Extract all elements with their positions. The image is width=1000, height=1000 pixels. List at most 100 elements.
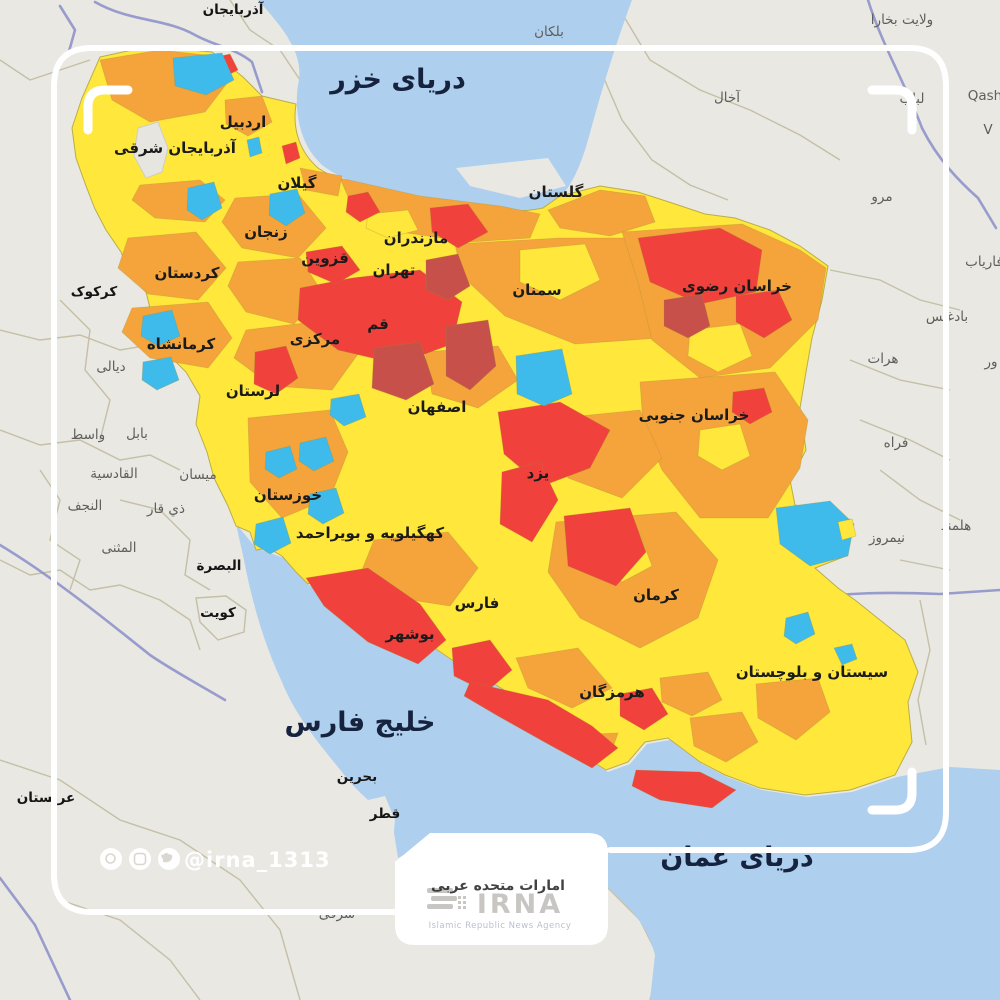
- county-region: [268, 188, 306, 227]
- map-shape: [463, 896, 466, 899]
- county-region: [371, 341, 435, 401]
- county-region: [445, 319, 497, 391]
- irna-logo-box: IRNA Islamic Republic News Agency امارات…: [395, 833, 608, 945]
- county-region: [515, 647, 613, 709]
- county-region: [833, 643, 858, 666]
- neighbor-label-merv: مرو: [870, 189, 892, 205]
- social-watermark: @irna_1313: [100, 848, 331, 872]
- province-label-kohgiluyeh-boyerahmad: کهگیلویه و بویراحمد: [296, 524, 444, 542]
- county-region: [253, 345, 299, 395]
- neighbor-label-nimruz: نیمروز: [868, 530, 905, 546]
- county-region: [172, 52, 235, 96]
- country-border-line: [93, 0, 264, 94]
- neighbor-label-qadisiyyah: القادسية: [90, 466, 137, 482]
- province-label-hormozgan: هرمزگان: [579, 683, 645, 701]
- map-shape: [463, 906, 466, 909]
- map-shape: [427, 904, 453, 909]
- province-label-south-khorasan: خراسان جنوبی: [639, 406, 750, 424]
- admin-border-line: [229, 0, 301, 81]
- neighbor-label-saudi-arabia: عربستان: [17, 790, 76, 806]
- frame-border: [51, 45, 949, 915]
- map-shape: [161, 853, 173, 863]
- corner-bracket-top-right: [867, 85, 917, 135]
- admin-border-line: [195, 595, 247, 641]
- admin-border-line: [849, 359, 951, 391]
- neighbor-label-kirkuk: کرکوک: [71, 284, 118, 300]
- county-region: [515, 348, 573, 407]
- province-label-markazi: مرکزی: [290, 330, 340, 348]
- country-border-line: [0, 876, 72, 1000]
- province-label-kermanshah: کرمانشاه: [147, 335, 216, 353]
- neighbor-label-azerbaijan: آذربایجان: [203, 1, 264, 18]
- county-region: [659, 671, 723, 717]
- admin-border-line: [0, 59, 91, 81]
- admin-border-line: [619, 9, 841, 161]
- county-region: [735, 289, 793, 339]
- admin-border-line: [917, 599, 931, 746]
- county-region: [429, 203, 489, 249]
- map-shape: [105, 853, 116, 864]
- county-region: [117, 231, 227, 301]
- county-region: [497, 401, 611, 487]
- county-region: [663, 293, 711, 339]
- neighbor-label-bahrain: بحرین: [337, 769, 377, 785]
- map-shape: [458, 906, 461, 909]
- county-region: [697, 423, 751, 471]
- admin-border-line: [859, 419, 951, 461]
- neighbor-label-balkan: بلکان: [534, 24, 564, 40]
- county-region: [783, 611, 816, 645]
- admin-border-line: [829, 269, 961, 311]
- province-label-lorestan: لرستان: [226, 382, 280, 400]
- instagram-icon: [129, 848, 151, 870]
- county-region: [227, 257, 323, 325]
- irna-wordmark: IRNA: [477, 889, 563, 920]
- county-region: [755, 677, 831, 741]
- county-region: [186, 181, 223, 221]
- irna-tagline: Islamic Republic News Agency: [429, 921, 572, 931]
- turkmen-peninsula: [456, 158, 566, 198]
- county-region: [365, 209, 419, 239]
- county-region: [519, 243, 601, 301]
- admin-border-line: [0, 329, 151, 351]
- county-region: [775, 500, 855, 567]
- province-label-zanjan: زنجان: [244, 223, 288, 241]
- province-label-golestan: گلستان: [529, 183, 584, 201]
- county-region: [298, 436, 335, 472]
- county-region: [329, 393, 367, 427]
- county-region: [264, 445, 298, 479]
- admin-border-line: [899, 559, 951, 571]
- bahrain-island: [338, 781, 354, 803]
- neighbor-label-bukhara-province: ولایت بخارا: [871, 12, 933, 28]
- province-label-tehran: تهران: [373, 261, 416, 279]
- logo-box-background: [395, 833, 608, 945]
- county-region: [631, 769, 737, 809]
- watermark-handle: @irna_1313: [184, 848, 331, 872]
- map-shape: [427, 888, 453, 893]
- province-label-khuzestan: خوزستان: [254, 486, 322, 504]
- country-border-line: [866, 0, 998, 230]
- neighbor-label-herat: هرات: [867, 351, 898, 367]
- province-label-ardabil: اردبیل: [220, 113, 267, 131]
- county-region: [637, 227, 763, 305]
- province-label-kerman: کرمان: [633, 586, 679, 604]
- admin-border-line: [119, 499, 211, 591]
- neighbor-label-babil: بابل: [126, 426, 148, 442]
- uae-label-overlay: امارات متحده عربی: [431, 878, 565, 894]
- neighbor-label-maysan: میسان: [179, 467, 216, 483]
- neighbor-label-faryab: فاریاب: [965, 254, 1000, 270]
- county-region: [547, 189, 656, 237]
- province-label-bushehr: بوشهر: [384, 625, 434, 643]
- neighbor-label-diyala: دیالی: [96, 359, 125, 375]
- province-label-qom: قم: [367, 315, 389, 333]
- county-region: [299, 167, 343, 197]
- province-label-qazvin: قزوین: [301, 249, 349, 267]
- country-border-line: [58, 4, 77, 57]
- qatar-peninsula: [366, 796, 395, 862]
- province-label-isfahan: اصفهان: [408, 398, 467, 416]
- neighbor-label-ghor-partial: ور: [983, 354, 997, 370]
- neighbor-label-dhi-qar: ذي قار: [146, 501, 185, 517]
- county-region: [345, 191, 381, 223]
- neighbor-label-v-partial: V: [983, 122, 993, 138]
- map-shape: [133, 852, 147, 866]
